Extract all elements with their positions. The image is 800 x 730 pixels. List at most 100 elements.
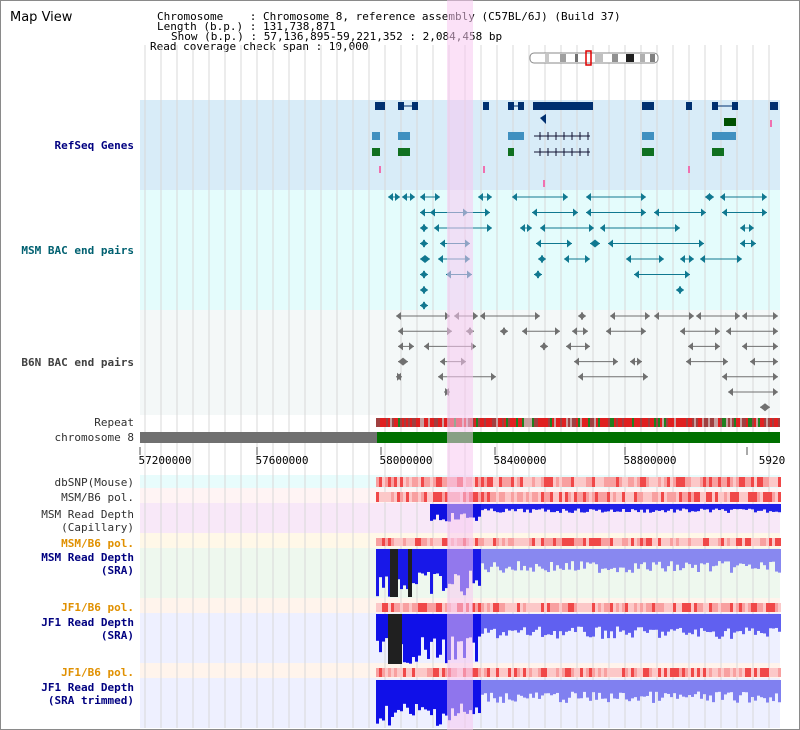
msm-sra-depth-bar	[712, 549, 715, 567]
jf1-b6-pol-strip	[568, 603, 571, 612]
repeat-segment	[504, 418, 506, 427]
dbsnp-strip	[541, 477, 544, 487]
dbsnp-strip	[415, 477, 418, 487]
dbsnp-strip	[775, 477, 778, 487]
bac-pair-end	[410, 193, 415, 201]
bac-pair-end	[402, 193, 407, 201]
dbsnp-strip	[550, 477, 553, 487]
jf1-sra-depth-bar	[523, 614, 526, 628]
b6n-pair-end	[686, 357, 691, 366]
dbsnp-strip	[610, 477, 613, 487]
jf1-sra-depth-bar	[766, 614, 769, 637]
msm-b6-pol2-strip	[724, 538, 727, 546]
msm-b6-pol2-strip	[421, 538, 424, 546]
track-label-jf1-read-depth-trimmed[interactable]: JF1 Read Depth	[41, 681, 134, 694]
b6n-pair-end	[680, 327, 685, 336]
track-label-msm-read-depth-sra[interactable]: MSM Read Depth	[41, 551, 134, 564]
jf1-trim-depth-bar	[619, 680, 622, 693]
jf1-sra-depth-bar	[706, 614, 709, 632]
track-label-b6n-bac[interactable]: B6N BAC end pairs	[21, 356, 134, 369]
track-label-jf1-read-depth-sra[interactable]: JF1 Read Depth	[41, 616, 134, 629]
dbsnp-strip	[592, 477, 595, 487]
jf1-b6-pol-strip	[658, 603, 661, 612]
b6n-pair-end	[773, 372, 778, 381]
bac-pair-end	[563, 193, 568, 201]
jf1-sra-depth-bar	[661, 614, 664, 632]
track-label-jf1-read-depth-sra-sub: (SRA)	[100, 629, 134, 642]
msm-b6-pol2-strip	[745, 538, 748, 546]
jf1-sra-depth-bar	[727, 614, 730, 629]
bac-pair-end	[425, 255, 430, 263]
msm-b6-pol-strip	[667, 492, 670, 502]
track-label-refseq[interactable]: RefSeq Genes	[54, 139, 134, 152]
jf1-trim-depth-bar	[421, 680, 424, 708]
msm-b6-pol-strip	[427, 492, 430, 502]
msm-sra-depth-bar	[625, 549, 628, 573]
b6n-bac-track[interactable]	[396, 312, 778, 412]
msm-cap-depth-bar	[586, 504, 589, 512]
msm-b6-pol2-strip	[562, 538, 565, 546]
jf1-sra-depth-bar	[436, 614, 439, 658]
bac-pair-end	[634, 270, 639, 279]
msm-b6-pol-strip	[640, 492, 643, 502]
jf1-b6-pol2-strip	[379, 668, 382, 677]
jf1-b6-pol2-strip	[556, 668, 559, 677]
msm-b6-pol2-strip	[601, 538, 604, 546]
b6n-pair-end	[715, 327, 720, 336]
bac-pair-end	[641, 193, 646, 201]
track-label-msm-read-depth-cap[interactable]: MSM Read Depth	[41, 508, 134, 521]
track-label-jf1-b6-pol-2[interactable]: JF1/B6 pol.	[61, 666, 134, 679]
msm-b6-pol-strip	[379, 492, 382, 502]
msm-sra-depth-bar	[427, 549, 430, 572]
jf1-trim-depth-bar	[658, 680, 661, 701]
jf1-sra-depth-bar	[559, 614, 562, 632]
jf1-b6-pol2-strip	[487, 668, 490, 677]
bac-pair-end	[762, 193, 767, 201]
gene	[412, 102, 418, 110]
msm-cap-depth-bar	[676, 504, 679, 510]
repeat-segment	[474, 418, 476, 427]
dbsnp-strip	[442, 477, 445, 487]
repeat-segment	[402, 418, 404, 427]
msm-cap-depth-bar	[604, 504, 607, 512]
msm-cap-depth-bar	[571, 504, 574, 513]
msm-b6-pol-strip	[670, 492, 673, 502]
msm-cap-depth-bar	[703, 504, 706, 510]
track-label-msm-bac[interactable]: MSM BAC end pairs	[21, 244, 134, 257]
repeat-segment	[724, 418, 726, 427]
b6n-pair-end	[742, 312, 747, 320]
msm-b6-pol-strip	[685, 492, 688, 502]
msm-cap-depth-bar	[688, 504, 691, 513]
jf1-trim-depth-bar	[496, 680, 499, 703]
jf1-b6-pol-strip	[700, 603, 703, 612]
jf1-b6-pol-strip	[409, 603, 412, 612]
jf1-trim-depth-bar	[391, 680, 394, 717]
track-label-jf1-b6-pol[interactable]: JF1/B6 pol.	[61, 601, 134, 614]
track-label-msm-b6-pol-2[interactable]: MSM/B6 pol.	[61, 537, 134, 550]
msm-sra-depth-bar	[562, 549, 565, 570]
dbsnp-strip	[745, 477, 748, 487]
msm-bac-track[interactable]	[388, 193, 767, 310]
msm-b6-pol-strip	[412, 492, 415, 502]
gene-isoform	[508, 132, 524, 140]
refseq-genes-track[interactable]	[372, 102, 778, 187]
jf1-trim-depth-bar	[775, 680, 778, 694]
repeat-segment	[434, 418, 436, 427]
jf1-trim-depth-bar	[487, 680, 490, 702]
jf1-b6-pol2-strip	[388, 668, 391, 677]
track-label-msm-b6-pol[interactable]: MSM/B6 pol.	[61, 491, 134, 504]
dbsnp-strip	[496, 477, 499, 487]
msm-b6-pol2-strip	[748, 538, 751, 546]
jf1-b6-pol2-strip	[733, 668, 736, 677]
msm-sra-depth-bar	[697, 549, 700, 572]
msm-cap-depth-bar	[511, 504, 514, 510]
jf1-b6-pol-strip	[625, 603, 628, 612]
track-label-dbsnp[interactable]: dbSNP(Mouse)	[54, 476, 134, 489]
dbsnp-strip	[694, 477, 697, 487]
chromosome-ideogram[interactable]	[529, 50, 659, 66]
msm-b6-pol2-strip	[625, 538, 628, 546]
msm-sra-depth-bar	[730, 549, 733, 573]
msm-b6-pol-strip	[703, 492, 706, 502]
msm-sra-depth-bar	[571, 549, 574, 562]
